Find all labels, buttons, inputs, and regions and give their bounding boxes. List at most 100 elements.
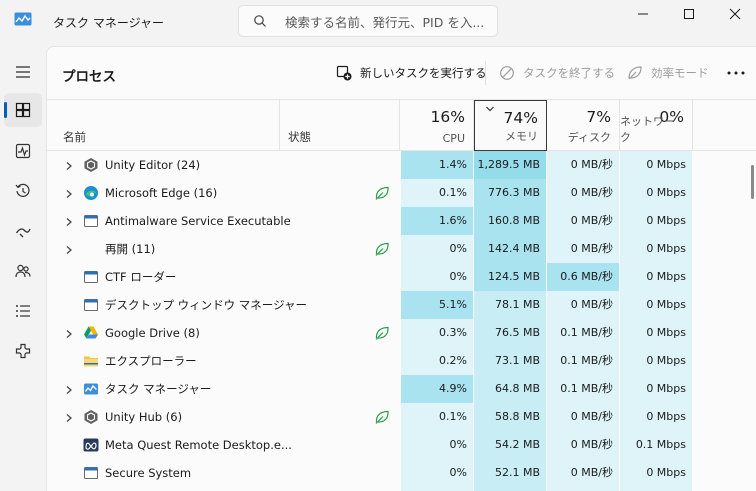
details-icon bbox=[16, 305, 30, 317]
unity-icon bbox=[83, 157, 99, 173]
toolbar: プロセス 新しいタスクを実行する タスクを終了する 効率モード bbox=[47, 47, 756, 99]
process-name: Unity Editor (24) bbox=[105, 158, 201, 172]
hamburger-icon bbox=[16, 66, 30, 78]
expand-chevron-icon[interactable] bbox=[65, 384, 73, 398]
process-disk-value: 0.1 MB/秒 bbox=[547, 347, 619, 375]
process-cpu-value: 0% bbox=[401, 459, 473, 487]
network-label: ネットワーク bbox=[620, 115, 675, 144]
efficiency-mode-label: 効率モード bbox=[651, 66, 709, 80]
process-row[interactable]: CTF ローダー 0% 124.5 MB 0.6 MB/秒 0 Mbps bbox=[47, 263, 747, 291]
process-cpu-value: 0.3% bbox=[401, 319, 473, 347]
process-row[interactable]: Secure System 0% 52.1 MB 0 MB/秒 0 Mbps bbox=[47, 459, 747, 487]
nav-processes[interactable] bbox=[4, 93, 42, 127]
nav-services[interactable] bbox=[4, 334, 42, 368]
process-network-value bbox=[620, 487, 692, 491]
nav-app-history[interactable] bbox=[4, 174, 42, 208]
process-disk-value: 0.1 MB/秒 bbox=[547, 375, 619, 403]
expand-chevron-icon[interactable] bbox=[65, 216, 73, 230]
process-status-cell bbox=[280, 151, 400, 179]
process-disk-value: 0 MB/秒 bbox=[547, 431, 619, 459]
ctf-icon bbox=[83, 269, 99, 285]
process-name-cell: Google Drive (8) bbox=[47, 319, 280, 347]
maximize-button[interactable] bbox=[666, 0, 712, 30]
process-name-cell: Meta Quest Remote Desktop.e... bbox=[47, 431, 292, 459]
expand-chevron-icon[interactable] bbox=[65, 328, 73, 342]
title-bar: タスク マネージャー bbox=[0, 0, 756, 46]
process-disk-value: 0 MB/秒 bbox=[547, 403, 619, 431]
nav-users[interactable] bbox=[4, 254, 42, 288]
column-header-memory[interactable]: 74% メモリ bbox=[474, 100, 547, 151]
expand-chevron-icon[interactable] bbox=[65, 160, 73, 174]
process-memory-value: 124.5 MB bbox=[474, 263, 546, 291]
process-cpu-value: 5.1% bbox=[401, 291, 473, 319]
process-name-cell: Microsoft Edge (16) bbox=[47, 179, 280, 207]
nav-startup-apps[interactable] bbox=[4, 214, 42, 248]
process-row[interactable]: Unity Editor (24) 1.4% 1,289.5 MB 0 MB/秒 0 M… bbox=[47, 151, 747, 179]
process-name-cell: Antimalware Service Executable bbox=[47, 207, 291, 235]
process-row[interactable]: エクスプローラー 0.2% 73.1 MB 0.1 MB/秒 0 Mbps bbox=[47, 347, 747, 375]
expand-chevron-icon[interactable] bbox=[65, 412, 73, 426]
nav-details[interactable] bbox=[4, 294, 42, 328]
end-task-button[interactable]: タスクを終了する bbox=[499, 60, 615, 86]
process-name-cell: Unity Editor (24) bbox=[47, 151, 280, 179]
close-button[interactable] bbox=[712, 0, 756, 30]
startup-icon bbox=[15, 228, 31, 238]
process-status-cell bbox=[280, 487, 400, 491]
process-memory-value: 64.8 MB bbox=[474, 375, 546, 403]
nav-rail bbox=[0, 46, 46, 491]
process-disk-value: 0 MB/秒 bbox=[547, 291, 619, 319]
run-new-task-label: 新しいタスクを実行する bbox=[360, 66, 487, 80]
minimize-button[interactable] bbox=[620, 0, 666, 30]
new-task-icon bbox=[336, 65, 352, 81]
column-header-network[interactable]: 0% ネットワーク bbox=[620, 100, 693, 151]
process-memory-value: 142.4 MB bbox=[474, 235, 546, 263]
google-drive-icon bbox=[83, 325, 99, 341]
process-disk-value: 0.1 MB/秒 bbox=[547, 319, 619, 347]
process-status-cell bbox=[280, 235, 400, 263]
process-row[interactable]: Antimalware Service Executable 1.6% 160.8 … bbox=[47, 207, 747, 235]
end-task-icon bbox=[500, 66, 514, 80]
process-row[interactable] bbox=[47, 487, 747, 491]
process-disk-value: 0 MB/秒 bbox=[547, 459, 619, 487]
process-status-cell bbox=[280, 403, 400, 431]
process-row[interactable]: Unity Hub (6) 0.1% 58.8 MB 0 MB/秒 0 Mbps bbox=[47, 403, 747, 431]
efficiency-mode-button[interactable]: 効率モード bbox=[627, 60, 709, 86]
users-icon bbox=[15, 264, 31, 278]
run-new-task-button[interactable]: 新しいタスクを実行する bbox=[336, 60, 487, 86]
process-name-cell: Secure System bbox=[47, 459, 280, 487]
process-row[interactable]: 再開 (11) 0% 142.4 MB 0 MB/秒 0 Mbps bbox=[47, 235, 747, 263]
process-row[interactable]: タスク マネージャー 4.9% 64.8 MB 0.1 MB/秒 0 Mbps bbox=[47, 375, 747, 403]
column-header-cpu[interactable]: 16% CPU bbox=[401, 100, 474, 151]
process-disk-value: 0 MB/秒 bbox=[547, 151, 619, 179]
nav-menu[interactable] bbox=[4, 55, 42, 89]
process-row[interactable]: Meta Quest Remote Desktop.e... 0% 54.2 MB 0… bbox=[47, 431, 747, 459]
process-status-cell bbox=[280, 347, 400, 375]
expand-chevron-icon[interactable] bbox=[65, 244, 73, 258]
cpu-label: CPU bbox=[442, 132, 465, 145]
process-disk-value: 0 MB/秒 bbox=[547, 235, 619, 263]
processes-panel: プロセス 新しいタスクを実行する タスクを終了する 効率モード 名前 状態 16… bbox=[46, 46, 756, 491]
process-row[interactable]: デスクトップ ウィンドウ マネージャー 5.1% 78.1 MB 0 MB/秒 0 Mb… bbox=[47, 291, 747, 319]
expand-chevron-icon[interactable] bbox=[65, 188, 73, 202]
column-header-disk[interactable]: 7% ディスク bbox=[547, 100, 620, 151]
process-cpu-value: 4.9% bbox=[401, 375, 473, 403]
process-status-cell bbox=[280, 291, 400, 319]
more-options-icon[interactable] bbox=[724, 65, 748, 81]
toolbar-divider bbox=[485, 61, 486, 85]
process-name: Meta Quest Remote Desktop.e... bbox=[105, 438, 292, 452]
column-header-name[interactable]: 名前 bbox=[47, 100, 280, 151]
search-box[interactable] bbox=[238, 5, 498, 37]
search-input[interactable] bbox=[285, 13, 489, 31]
process-row[interactable]: Microsoft Edge (16) 0.1% 776.3 MB 0 MB/秒 0 M… bbox=[47, 179, 747, 207]
vertical-scrollbar[interactable] bbox=[751, 165, 754, 199]
process-memory-value: 58.8 MB bbox=[474, 403, 546, 431]
processes-icon bbox=[15, 102, 31, 118]
shield-app-icon bbox=[83, 213, 99, 229]
process-memory-value: 776.3 MB bbox=[474, 179, 546, 207]
efficiency-leaf-icon bbox=[628, 66, 642, 80]
process-network-value: 0 Mbps bbox=[620, 403, 692, 431]
process-row[interactable]: Google Drive (8) 0.3% 76.5 MB 0.1 MB/秒 0 Mbp… bbox=[47, 319, 747, 347]
column-header-status[interactable]: 状態 bbox=[280, 100, 400, 151]
nav-performance[interactable] bbox=[4, 134, 42, 168]
memory-label: メモリ bbox=[505, 130, 538, 143]
